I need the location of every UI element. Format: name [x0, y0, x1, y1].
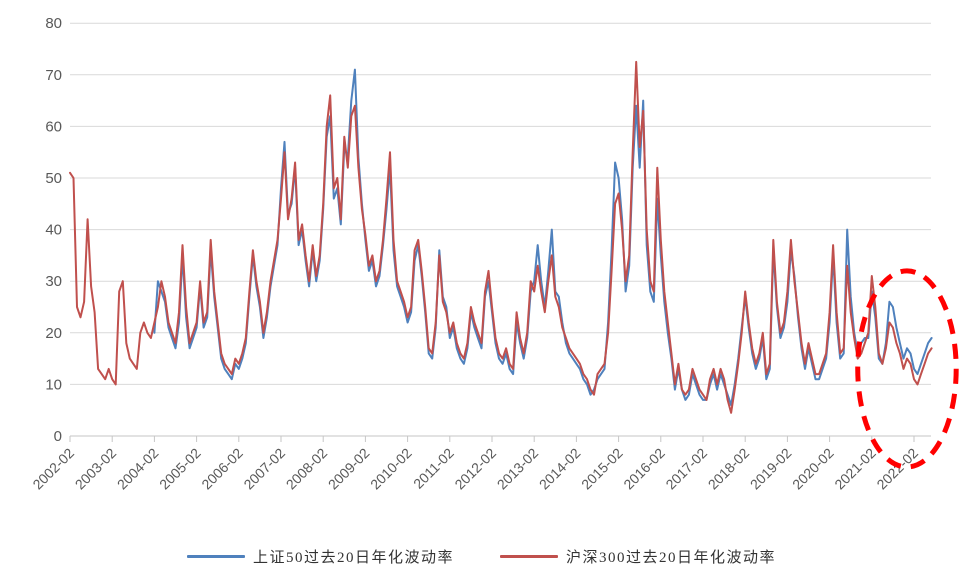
x-axis-tick-label: 2002-02	[29, 445, 77, 493]
sse50-legend-line-swatch	[186, 555, 245, 558]
x-axis-tick-label: 2005-02	[156, 445, 204, 493]
x-axis-tick-label: 2010-02	[367, 445, 415, 493]
csi300-volatility-line	[69, 60, 933, 414]
y-axis-tick-label: 30	[45, 273, 62, 290]
x-axis-tick-label: 2018-02	[705, 445, 753, 493]
x-axis-tick-label: 2004-02	[114, 445, 162, 493]
x-axis-tick-label: 2011-02	[410, 445, 457, 492]
sse50-volatility-line	[153, 68, 933, 406]
x-axis-tick-label: 2020-02	[789, 445, 837, 493]
x-axis-tick-label: 2016-02	[620, 445, 668, 493]
y-axis-tick-label: 70	[45, 67, 62, 84]
csi300-legend-label: 沪深300过去20日年化波动率	[566, 550, 777, 566]
y-axis-tick-label: 60	[45, 118, 62, 135]
highlight-ellipse-annotation	[855, 268, 959, 470]
legend-item-sse50: 上证50过去20日年化波动率	[186, 546, 454, 567]
x-axis-tick-label: 2007-02	[240, 445, 288, 493]
csi300-legend-line-swatch	[500, 555, 558, 558]
x-axis-tick-label: 2009-02	[325, 445, 373, 493]
y-axis-tick-label: 80	[45, 15, 62, 32]
x-axis-tick-label: 2008-02	[283, 445, 331, 493]
x-axis-tick-label: 2019-02	[747, 445, 795, 493]
x-axis-tick-label: 2012-02	[451, 445, 499, 493]
y-axis-tick-label: 40	[45, 222, 62, 239]
chart-legend: 上证50过去20日年化波动率 沪深300过去20日年化波动率	[0, 546, 963, 567]
x-axis-tick-label: 2015-02	[578, 445, 626, 493]
sse50-legend-label: 上证50过去20日年化波动率	[252, 550, 454, 566]
x-axis-tick-label: 2006-02	[198, 445, 246, 493]
x-axis-tick-label: 2013-02	[494, 445, 542, 493]
x-axis-tick-label: 2021-02	[831, 445, 879, 493]
legend-item-csi300: 沪深300过去20日年化波动率	[500, 546, 776, 567]
y-axis-tick-label: 50	[45, 170, 62, 187]
x-axis-tick-label: 2014-02	[536, 445, 584, 493]
y-axis-tick-label: 10	[45, 376, 62, 393]
x-axis-tick-label: 2017-02	[662, 445, 710, 493]
x-axis-tick-label: 2003-02	[72, 445, 120, 493]
y-axis-tick-label: 0	[54, 428, 62, 445]
chart-canvas: 010203040506070802002-022003-022004-0220…	[29, 15, 959, 493]
y-axis-tick-label: 20	[45, 325, 62, 342]
